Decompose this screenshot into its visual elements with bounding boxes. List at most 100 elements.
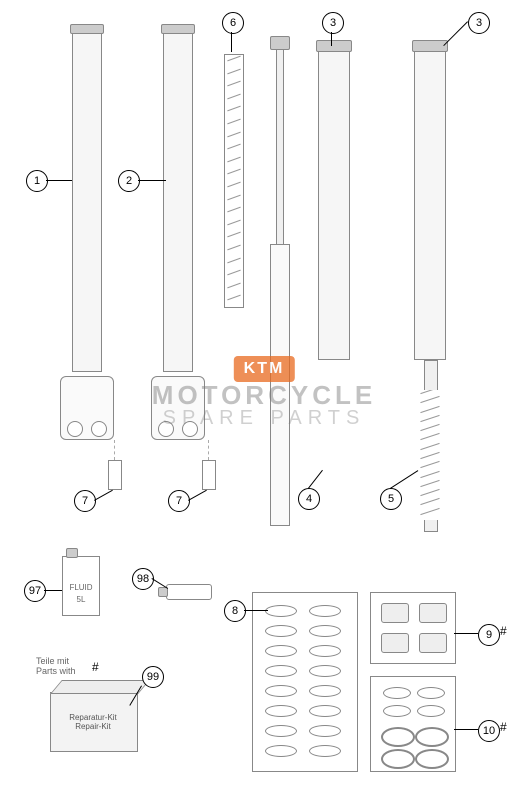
seal-ring: [265, 745, 297, 757]
seal-ring: [309, 685, 341, 697]
callout-number: 3: [476, 18, 482, 29]
tube-cap: [70, 24, 104, 34]
leader-line: [44, 590, 62, 591]
fluid-can: FLUID 5L: [62, 556, 100, 616]
seal-ring: [309, 725, 341, 737]
seal-ring: [265, 625, 297, 637]
repair-kit-box: Reparatur-KitRepair-Kit: [50, 692, 138, 752]
seal-kit-panel: [252, 592, 358, 772]
fork-tube: [72, 30, 102, 372]
bushing: [419, 633, 447, 653]
dust-seal: [417, 705, 445, 717]
hash-mark: #: [500, 720, 507, 734]
callout-97: 97: [24, 580, 46, 602]
fluid-size: 5L: [63, 595, 99, 604]
tube-cap: [412, 40, 448, 52]
callout-number: 3: [330, 18, 336, 29]
leader-line: [138, 180, 166, 181]
callout-number: 2: [126, 176, 132, 187]
seal-ring: [265, 645, 297, 657]
seal-ring: [309, 745, 341, 757]
callout-6: 6: [222, 12, 244, 34]
cartridge-cap: [270, 36, 290, 50]
fluid-label: FLUID: [63, 583, 99, 592]
bushing-panel: [370, 592, 456, 664]
fork-tube: [414, 48, 446, 360]
fork-clamp: [60, 376, 114, 440]
callout-3: 3: [322, 12, 344, 34]
callout-4: 4: [298, 488, 320, 510]
seal-ring: [265, 685, 297, 697]
callout-2: 2: [118, 170, 140, 192]
seal-ring: [265, 605, 297, 617]
dust-seal-panel: [370, 676, 456, 772]
callout-number: 10: [483, 726, 495, 737]
seal-ring: [309, 605, 341, 617]
seal-ring: [309, 705, 341, 717]
dust-seal: [383, 705, 411, 717]
repair-kit-label: Reparatur-KitRepair-Kit: [63, 713, 123, 731]
dust-seal: [383, 687, 411, 699]
seal-ring: [265, 705, 297, 717]
tube-cap: [316, 40, 352, 52]
fork-tube: [318, 48, 350, 360]
callout-number: 8: [232, 606, 238, 617]
callout-number: 5: [388, 494, 394, 505]
callout-number: 97: [29, 586, 41, 597]
callout-99: 99: [142, 666, 164, 688]
callout-8: 8: [224, 600, 246, 622]
fork-spring: [224, 54, 244, 308]
callout-10: 10: [478, 720, 500, 742]
hash-mark: #: [92, 660, 99, 674]
cartridge-lower: [270, 244, 290, 526]
parts-with-label: Teile mitParts with: [36, 656, 96, 676]
leader-line: [331, 32, 332, 46]
leader-line: [46, 180, 72, 181]
hash-mark: #: [500, 624, 507, 638]
grease-tube: [166, 584, 212, 600]
callout-7: 7: [74, 490, 96, 512]
dust-seal: [381, 727, 415, 747]
seal-ring: [309, 625, 341, 637]
callout-9: 9: [478, 624, 500, 646]
leader-line: [454, 729, 478, 730]
dust-seal: [417, 687, 445, 699]
tube-cap: [161, 24, 195, 34]
callout-number: 98: [137, 574, 149, 585]
leader-line: [443, 21, 468, 46]
leader-line: [94, 490, 112, 501]
seal-ring: [265, 725, 297, 737]
callout-number: 7: [176, 496, 182, 507]
callout-number: 6: [230, 18, 236, 29]
callout-98: 98: [132, 568, 154, 590]
dust-seal: [381, 749, 415, 769]
callout-3: 3: [468, 12, 490, 34]
bushing: [419, 603, 447, 623]
leader-line: [188, 490, 206, 501]
fork-tube: [163, 30, 193, 372]
callout-1: 1: [26, 170, 48, 192]
callout-number: 1: [34, 176, 40, 187]
leader-line: [308, 470, 323, 489]
bushing: [381, 633, 409, 653]
callout-number: 99: [147, 672, 159, 683]
seal-ring: [309, 645, 341, 657]
dust-seal: [415, 727, 449, 747]
callout-5: 5: [380, 488, 402, 510]
axle-pinch-part: [108, 460, 122, 490]
callout-number: 4: [306, 494, 312, 505]
leader-line: [231, 32, 232, 52]
callout-number: 7: [82, 496, 88, 507]
seal-ring: [309, 665, 341, 677]
outer-spring: [418, 390, 442, 520]
leader-line: [390, 470, 419, 489]
leader-line: [454, 633, 478, 634]
bushing: [381, 603, 409, 623]
leader-line: [244, 610, 268, 611]
callout-number: 9: [486, 630, 492, 641]
dust-seal: [415, 749, 449, 769]
callout-7: 7: [168, 490, 190, 512]
seal-ring: [265, 665, 297, 677]
fork-clamp: [151, 376, 205, 440]
axle-pinch-part: [202, 460, 216, 490]
